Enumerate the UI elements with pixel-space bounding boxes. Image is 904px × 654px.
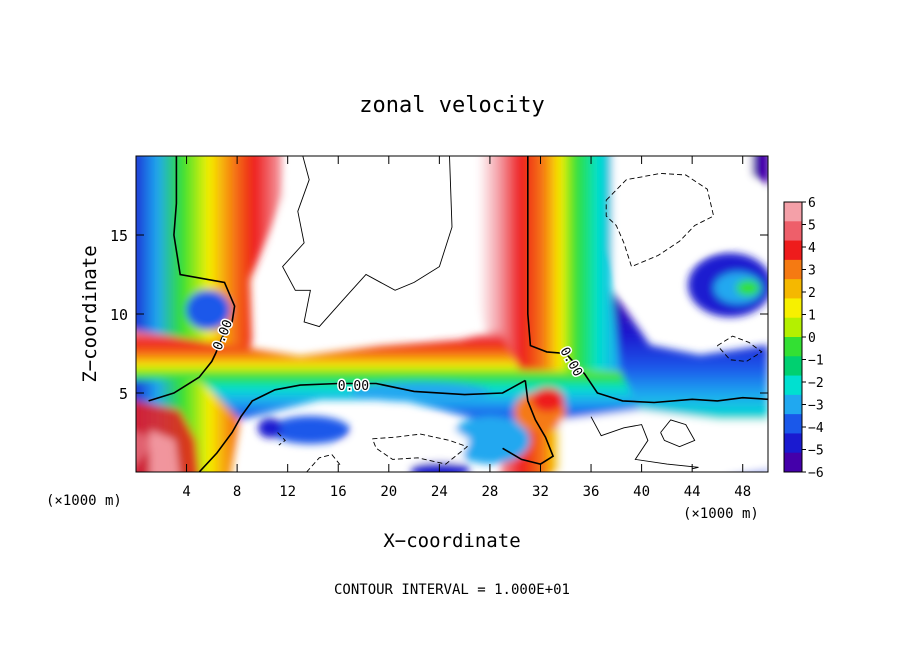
zero-contour-line (527, 156, 768, 404)
y-tick-label: 10 (110, 306, 128, 324)
colorbar-label: −4 (808, 421, 824, 436)
x-tick-label: 36 (583, 484, 600, 500)
colorbar-label: 6 (808, 196, 816, 211)
colorbar-segment (784, 240, 802, 261)
x-tick-label: 8 (233, 484, 241, 500)
contour-layer (148, 156, 768, 472)
colorbar-segment (784, 317, 802, 338)
colorbar-segment (784, 279, 802, 299)
x-unit-right: (×1000 m) (683, 506, 759, 522)
positive-contour-line (282, 156, 453, 328)
colorbar-label: 3 (808, 264, 816, 279)
x-unit-left: (×1000 m) (46, 493, 122, 509)
zero-contour-line (198, 379, 526, 472)
x-tick-label: 32 (532, 484, 549, 500)
negative-contour-line (306, 454, 342, 472)
colorbar: 6 5 4 3 2 1 0 −1 −2 −3 −4 −5 −6 (783, 196, 824, 481)
colorbar-segment (784, 375, 802, 396)
x-tick-label: 24 (431, 484, 448, 500)
colorbar-segment (784, 298, 802, 319)
positive-contour-line (660, 419, 696, 448)
colorbar-label: 1 (808, 309, 816, 324)
colorbar-label: 2 (808, 286, 816, 301)
x-tick-label: 40 (633, 484, 650, 500)
negative-contour-line (605, 172, 715, 268)
colorbar-label: −6 (808, 466, 824, 481)
colorbar-label: 0 (808, 331, 816, 346)
x-tick-label: 20 (380, 484, 397, 500)
zero-contour-line (502, 380, 555, 465)
zero-contour-line (148, 156, 236, 402)
colorbar-segment (784, 414, 802, 434)
y-axis-ticks: 5 10 15 (110, 227, 768, 403)
colorbar-segment (784, 259, 802, 280)
colorbar-segment (784, 452, 802, 473)
negative-contour-line (371, 433, 469, 465)
positive-contour-line (590, 416, 699, 470)
colorbar-segment (784, 433, 802, 454)
negative-contour-line (277, 432, 286, 446)
colorbar-label: −1 (808, 354, 824, 369)
colorbar-segment (784, 202, 802, 222)
colorbar-segment (784, 337, 802, 357)
y-tick-label: 5 (119, 385, 128, 403)
colorbar-label: 4 (808, 241, 816, 256)
y-tick-label: 15 (110, 227, 128, 245)
x-axis-label: X−coordinate (383, 530, 520, 552)
x-tick-label: 28 (481, 484, 498, 500)
colorbar-segment (784, 356, 802, 376)
x-tick-label: 48 (734, 484, 751, 500)
x-tick-label: 12 (279, 484, 296, 500)
colorbar-label: −3 (808, 399, 824, 414)
colorbar-segment (784, 221, 802, 241)
contour-label: 0.00 (338, 379, 369, 394)
negative-contour-line (717, 335, 763, 362)
x-tick-label: 16 (330, 484, 347, 500)
colorbar-segment (784, 394, 802, 415)
colorbar-label: 5 (808, 219, 816, 234)
y-axis-label: Z−coordinate (79, 245, 101, 382)
chart-title: zonal velocity (359, 93, 544, 118)
contour-interval-footer: CONTOUR INTERVAL = 1.000E+01 (334, 582, 570, 598)
x-tick-label: 4 (182, 484, 190, 500)
x-axis-ticks: 4 8 12 16 20 24 28 32 36 40 44 48 (182, 156, 751, 500)
x-tick-label: 44 (684, 484, 701, 500)
colorbar-label: −2 (808, 376, 824, 391)
colorbar-label: −5 (808, 444, 824, 459)
